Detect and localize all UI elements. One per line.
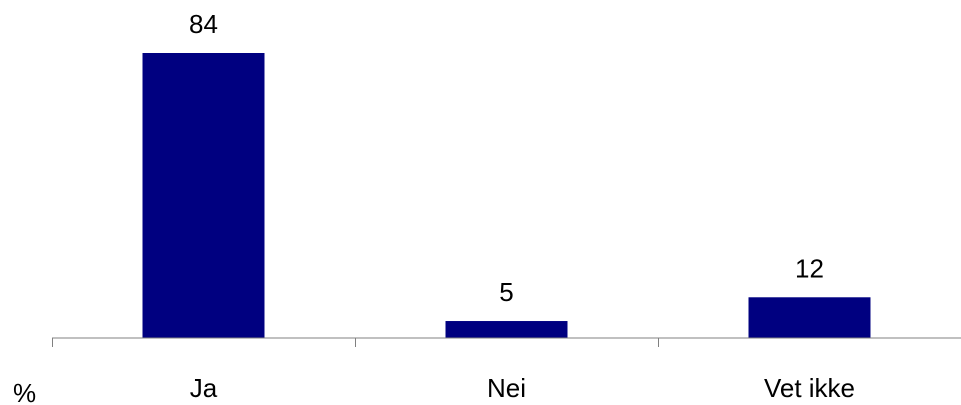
bar	[445, 321, 568, 338]
x-axis-tick-labels: Ja Nei Vet ikke	[190, 373, 855, 403]
unit-label: %	[13, 378, 36, 405]
x-axis: Ja Nei Vet ikke	[52, 337, 961, 403]
x-axis-ticks	[52, 338, 659, 347]
bar-value-label: 12	[795, 253, 824, 283]
bar	[748, 297, 871, 338]
bar-value-label: 5	[499, 277, 513, 307]
x-tick-label: Vet ikke	[764, 373, 855, 403]
bar-value-label: 84	[189, 9, 218, 39]
bars-group	[142, 53, 871, 338]
x-tick-label: Ja	[190, 373, 218, 403]
x-tick-label: Nei	[487, 373, 526, 403]
bar	[142, 53, 265, 338]
value-labels-group: 84 5 12	[189, 9, 824, 307]
